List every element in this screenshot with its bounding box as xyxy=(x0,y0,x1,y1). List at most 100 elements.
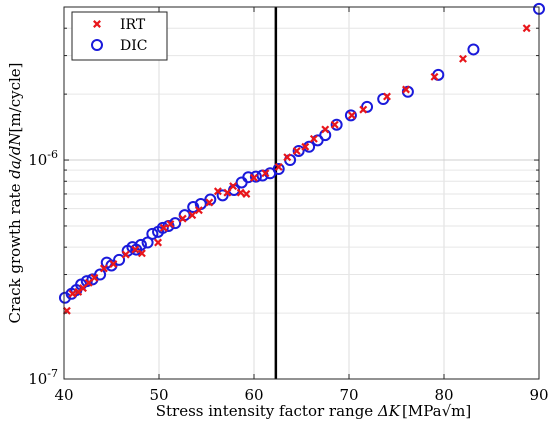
irt-point xyxy=(178,214,187,223)
irt-point xyxy=(236,188,245,197)
irt-point xyxy=(154,238,163,247)
dic-point xyxy=(156,221,169,234)
x-marker-stroke xyxy=(178,214,187,223)
x-marker-stroke xyxy=(93,20,101,28)
y-tick-label: 10-7 xyxy=(28,367,58,388)
irt-point xyxy=(309,134,318,143)
x-marker-stroke xyxy=(99,264,108,273)
x-marker-stroke xyxy=(261,169,270,178)
irt-point xyxy=(121,250,130,259)
x-marker-stroke xyxy=(522,24,531,33)
x-marker-stroke xyxy=(292,147,301,155)
x-tick-label: 80 xyxy=(434,386,453,404)
x-marker-stroke xyxy=(223,188,232,197)
irt-point xyxy=(213,187,222,196)
dic-point xyxy=(292,144,305,157)
dic-point xyxy=(113,253,126,266)
irt-point xyxy=(283,153,292,162)
x-marker-stroke xyxy=(84,278,93,287)
irt-point xyxy=(68,289,77,298)
x-marker-stroke xyxy=(90,273,99,282)
irt-point xyxy=(301,142,310,151)
x-marker-stroke xyxy=(283,153,292,162)
irt-point xyxy=(250,173,258,182)
irt-point xyxy=(383,92,391,101)
x-marker-stroke xyxy=(109,260,118,269)
x-marker-stroke xyxy=(79,284,87,293)
x-tick-label: 90 xyxy=(529,386,548,404)
x-tick-label: 60 xyxy=(244,386,263,404)
dic-point xyxy=(344,109,357,122)
irt-point xyxy=(166,220,175,229)
irt-point xyxy=(274,162,283,171)
irt-point xyxy=(229,182,238,191)
irt-point xyxy=(159,223,168,232)
x-axis-title-text: Stress intensity factor range xyxy=(156,402,374,420)
irt-point xyxy=(522,24,531,33)
y-axis-symbol: da/dN xyxy=(6,132,24,179)
dic-point xyxy=(330,118,343,131)
dic-point xyxy=(467,43,480,56)
x-tick-labels: 40 50 60 70 80 90 xyxy=(54,386,548,404)
x-marker-stroke xyxy=(242,189,251,198)
irt-point xyxy=(330,120,339,129)
x-marker-stroke xyxy=(330,120,339,129)
x-marker-stroke xyxy=(137,249,146,258)
x-marker-stroke xyxy=(166,220,175,229)
irt-point xyxy=(321,125,330,134)
irt-point xyxy=(194,206,203,215)
x-marker-stroke xyxy=(121,250,130,259)
x-marker-stroke xyxy=(321,125,330,134)
irt-point xyxy=(137,249,146,258)
legend-label-dic: DIC xyxy=(120,38,147,54)
irt-point xyxy=(347,111,356,120)
x-marker-stroke xyxy=(194,206,203,215)
x-marker-stroke xyxy=(347,111,356,120)
irt-point xyxy=(223,188,232,197)
irt-point xyxy=(99,264,108,273)
x-marker-stroke xyxy=(430,72,439,81)
y-tick-labels: 10-7 10-6 xyxy=(28,148,58,388)
legend-label-irt: IRT xyxy=(120,17,146,33)
legend-x-marker xyxy=(93,20,101,28)
y-axis-title-text: Crack growth rate xyxy=(6,183,24,323)
dic-point xyxy=(361,100,374,113)
x-axis-symbol: ΔK xyxy=(377,402,401,420)
legend-marker-irt xyxy=(93,20,101,28)
irt-point xyxy=(205,198,214,207)
axis-ticks xyxy=(63,6,540,380)
irt-point xyxy=(292,147,301,155)
irt-point xyxy=(359,105,368,114)
x-marker-stroke xyxy=(236,188,245,197)
dic-point xyxy=(272,163,285,176)
plot-frame xyxy=(63,6,540,380)
x-marker-stroke xyxy=(309,134,318,143)
x-marker-stroke xyxy=(154,238,163,247)
x-marker-stroke xyxy=(68,289,77,298)
dic-point xyxy=(187,201,200,214)
irt-point xyxy=(79,284,87,293)
x-axis-unit: [MPa√m] xyxy=(402,402,471,420)
x-marker-stroke xyxy=(301,142,310,151)
dic-point xyxy=(216,189,229,202)
irt-point xyxy=(131,245,140,254)
legend-circle-marker xyxy=(91,39,103,51)
dic-point xyxy=(249,170,262,183)
grid-lines xyxy=(64,7,539,379)
x-marker-stroke xyxy=(274,162,283,171)
x-marker-stroke xyxy=(213,187,222,196)
legend-box xyxy=(71,11,168,61)
x-marker-stroke xyxy=(459,54,467,63)
x-tick-label: 40 xyxy=(54,386,73,404)
legend: IRT DIC xyxy=(71,11,168,61)
dic-point xyxy=(134,238,147,251)
x-marker-stroke xyxy=(159,223,168,232)
y-tick-label: 10-6 xyxy=(28,148,58,169)
dic-point xyxy=(146,227,159,240)
irt-point xyxy=(430,72,439,81)
x-marker-stroke xyxy=(383,92,391,101)
irt-point xyxy=(402,85,410,94)
x-tick-label: 50 xyxy=(149,386,168,404)
x-tick-label: 70 xyxy=(339,386,358,404)
